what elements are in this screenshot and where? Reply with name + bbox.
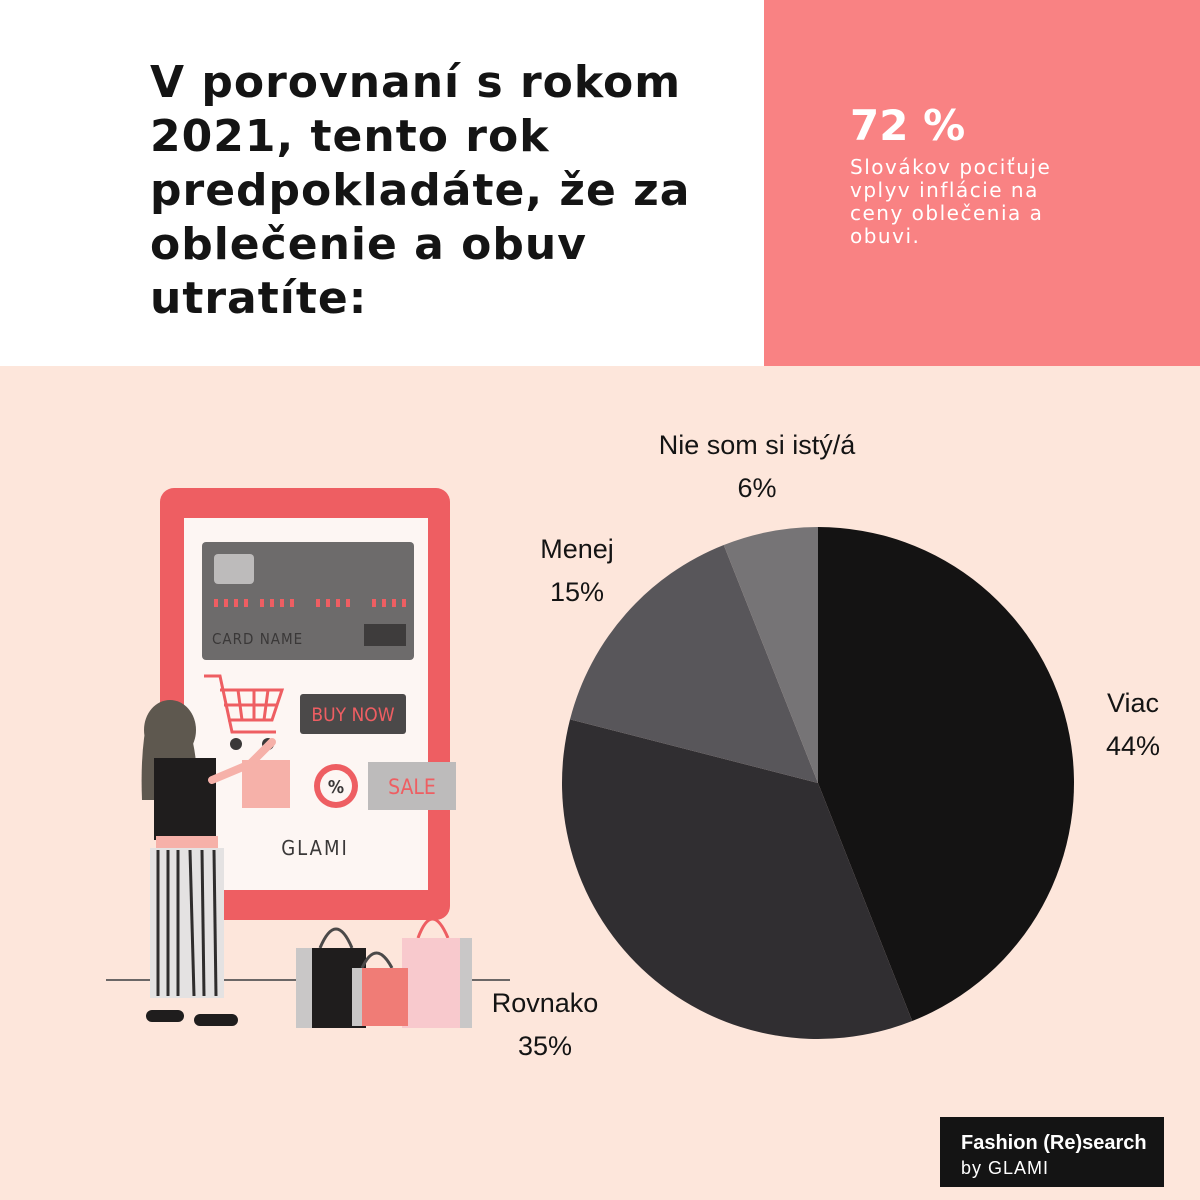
slice-label: Nie som si istý/á xyxy=(659,430,857,460)
pie-slice-menej xyxy=(570,544,818,783)
sale-badge xyxy=(368,762,456,810)
brand-line-2: by GLAMI xyxy=(961,1158,1050,1178)
pie-slice-viac xyxy=(818,527,1074,1022)
sale-badge-label: SALE xyxy=(388,775,436,799)
credit-card xyxy=(202,542,414,660)
card-number-dashes xyxy=(214,599,406,607)
stat-value: 72 % xyxy=(850,101,966,150)
cart-icon xyxy=(204,674,285,734)
brand-line-1: Fashion (Re)search xyxy=(961,1132,1147,1154)
stat-box: 72 % Slovákov pociťuje vplyv inflácie na… xyxy=(764,0,1200,366)
card-chip xyxy=(214,554,254,584)
shopping-illustration: CARD NAME BUY NOW % SALE GLAMI xyxy=(106,488,510,1028)
percent-badge-label: % xyxy=(328,777,344,798)
stat-text: Slovákov pociťuje vplyv inflácie na ceny… xyxy=(850,155,1052,248)
pie-slice-nie-som-si-ist xyxy=(723,527,818,783)
woman-figure xyxy=(141,700,276,1026)
brand-box: Fashion (Re)search by GLAMI xyxy=(940,1117,1164,1187)
slice-value-label: 6% xyxy=(737,473,776,503)
card-stripe xyxy=(364,624,406,646)
question-title: V porovnaní s rokom 2021, tento rok pred… xyxy=(150,57,691,324)
pie-labels: Viac 44% Rovnako 35% Menej 15% Nie som si istý… xyxy=(492,430,1160,1061)
pie-slices xyxy=(561,527,1074,1039)
slice-value-label: 15% xyxy=(550,577,604,607)
pie-slice-rovnako xyxy=(561,719,913,1039)
card-name-text: CARD NAME xyxy=(212,630,303,648)
slice-value-label: 35% xyxy=(518,1031,572,1061)
glami-logo: GLAMI xyxy=(281,836,349,860)
shopping-bags xyxy=(296,917,472,1028)
slice-label: Rovnako xyxy=(492,988,599,1018)
slice-label: Viac xyxy=(1107,688,1159,718)
buy-now-label: BUY NOW xyxy=(311,704,394,726)
slice-label: Menej xyxy=(540,534,614,564)
slice-value-label: 44% xyxy=(1106,731,1160,761)
buy-now-button xyxy=(300,694,406,734)
